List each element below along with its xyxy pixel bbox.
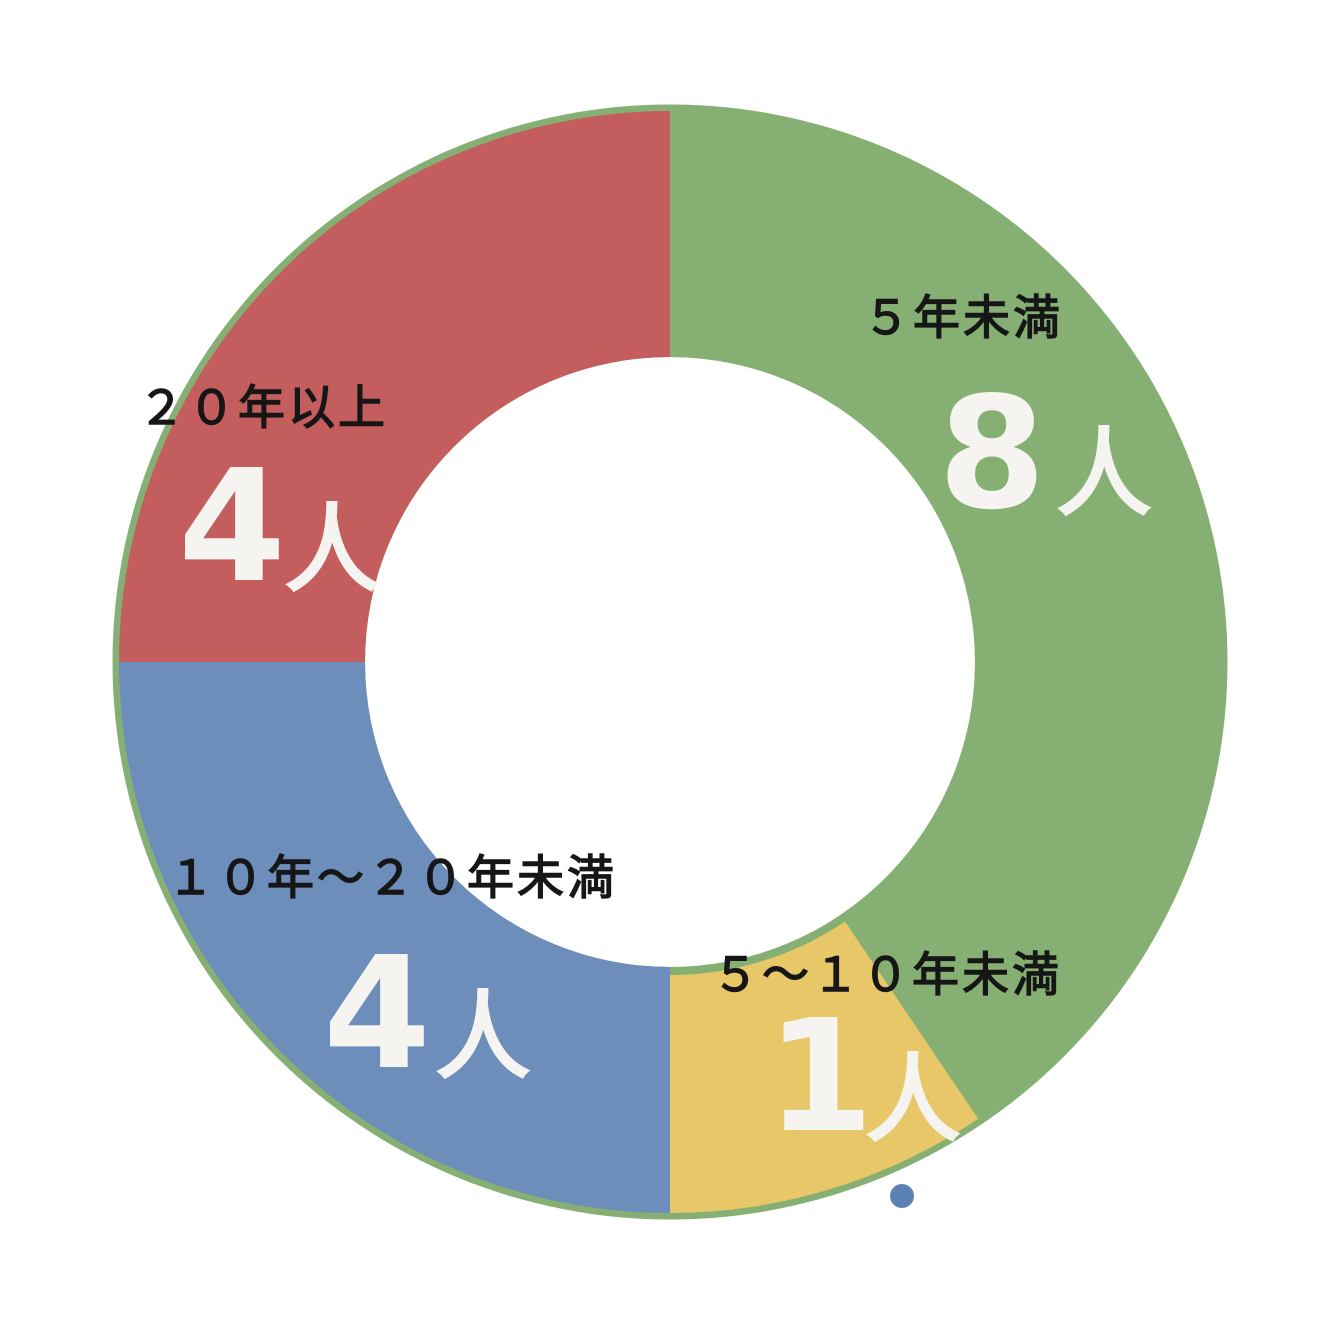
donut-hole (365, 357, 975, 967)
donut-slices (119, 111, 1222, 1213)
segment-label-10-20yr: １０年～２０年未満 (167, 851, 617, 906)
stray-marker-dot (890, 1184, 914, 1208)
segment-unit-over-20yr: 人 (284, 494, 380, 606)
donut-slice-10-20yr (119, 662, 670, 1213)
segment-label-under-5yr: ５年未満 (863, 291, 1063, 346)
segment-label-over-20yr: ２０年以上 (138, 381, 388, 436)
donut-slice-under-5yr (670, 111, 1222, 1119)
segment-unit-10-20yr: 人 (435, 981, 531, 1093)
donut-slice-over-20yr (119, 111, 670, 662)
segment-value-10-20yr: 4 (323, 923, 431, 1104)
segment-unit-5-10yr: 人 (865, 1044, 961, 1156)
segment-value-5-10yr: 1 (766, 986, 874, 1167)
segment-value-under-5yr: 8 (938, 363, 1046, 544)
segment-label-5-10yr: ５～１０年未満 (712, 948, 1062, 1003)
segment-value-over-20yr: 4 (178, 436, 286, 617)
segment-labels: ５年未満 8 人 ５～１０年未満 1 人 １０年～２０年未満 4 人 ２０年以上… (138, 291, 1152, 1167)
donut-slice-5-10yr (670, 921, 979, 1213)
segment-unit-under-5yr: 人 (1056, 418, 1152, 530)
